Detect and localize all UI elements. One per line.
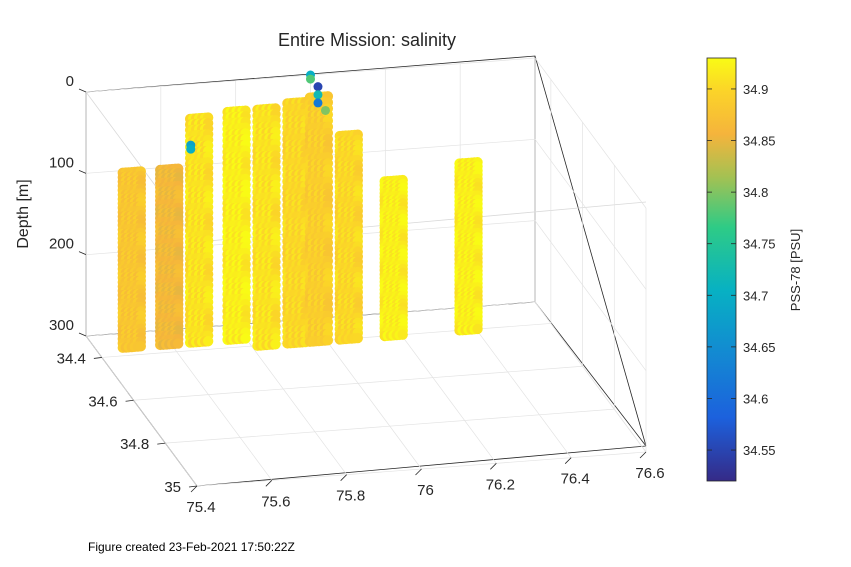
z-tick-mark bbox=[78, 169, 87, 174]
axis-ticks: 75.4 75.6 75.8 76 76.2 76.4 76.6 34.4 34.6 34.8 35… bbox=[49, 73, 665, 516]
x-tick-label: 75.6 bbox=[261, 493, 290, 510]
x-tick-mark bbox=[415, 468, 422, 476]
z-axis-label: Depth [m] bbox=[15, 179, 32, 248]
z-tick-label: 200 bbox=[49, 236, 74, 253]
data-point-highlight bbox=[306, 74, 315, 84]
data-point bbox=[172, 338, 184, 349]
x-tick-mark bbox=[190, 485, 198, 493]
grid-line-y bbox=[133, 365, 583, 401]
x-tick-label: 75.4 bbox=[186, 499, 215, 516]
x-tick-mark bbox=[564, 457, 572, 464]
profile-series-8 bbox=[379, 174, 408, 342]
grid-line-x bbox=[85, 335, 198, 487]
y-tick-label: 35 bbox=[164, 479, 181, 496]
y-tick-mark bbox=[157, 442, 166, 445]
colorbar-gradient bbox=[706, 57, 737, 482]
z-tick-label: 300 bbox=[49, 317, 74, 334]
x-tick-mark bbox=[639, 451, 647, 459]
data-point bbox=[322, 335, 334, 346]
y-tick-label: 34.8 bbox=[120, 436, 149, 453]
colorbar-tick-label: 34.7 bbox=[743, 288, 768, 303]
x-tick-mark bbox=[265, 480, 273, 487]
data-point bbox=[135, 341, 146, 352]
z-tick-mark bbox=[78, 88, 87, 93]
x-tick-mark bbox=[490, 463, 497, 470]
data-point-highlight bbox=[320, 105, 330, 115]
grid-line-z bbox=[85, 57, 647, 209]
data-point-highlight bbox=[313, 82, 323, 92]
y-tick-mark bbox=[93, 357, 102, 359]
y-tick-mark bbox=[188, 485, 198, 488]
z-tick-mark bbox=[78, 251, 87, 256]
colorbar-tick-label: 34.55 bbox=[743, 443, 776, 458]
scatter-points bbox=[117, 70, 483, 353]
profile-series-6 bbox=[304, 91, 334, 347]
profile-series-7 bbox=[334, 129, 363, 345]
grid-line-y bbox=[165, 408, 615, 444]
colorbar-tick-label: 34.85 bbox=[743, 134, 776, 149]
x-tick-label: 76.4 bbox=[561, 471, 590, 488]
highlighted-points bbox=[186, 70, 330, 154]
z-tick-mark bbox=[78, 332, 87, 337]
data-point bbox=[270, 339, 281, 350]
profile-series-3 bbox=[222, 105, 251, 345]
data-point bbox=[240, 333, 251, 344]
colorbar-ticks: 34.55 34.6 34.65 34.7 34.75 34.8 34.85 34.9 bbox=[707, 82, 776, 458]
data-point bbox=[352, 332, 363, 344]
y-tick-mark bbox=[125, 399, 134, 402]
data-point bbox=[397, 329, 408, 340]
profile-series-1 bbox=[155, 163, 184, 351]
colorbar-tick-label: 34.9 bbox=[743, 82, 768, 97]
x-tick-label: 76.2 bbox=[486, 476, 515, 493]
x-tick-mark bbox=[340, 474, 347, 481]
x-tick-label: 76 bbox=[417, 482, 434, 499]
data-point-highlight bbox=[313, 98, 323, 108]
data-point bbox=[202, 336, 214, 347]
profile-series-0 bbox=[117, 166, 146, 353]
profile-series-4 bbox=[252, 103, 281, 351]
colorbar: 34.55 34.6 34.65 34.7 34.75 34.8 34.85 34.9 PSS… bbox=[706, 57, 803, 482]
z-tick-label: 0 bbox=[66, 73, 74, 90]
x-tick-label: 75.8 bbox=[336, 488, 365, 505]
grid-line-x bbox=[235, 324, 347, 475]
profile-series-9 bbox=[454, 157, 483, 336]
profile-series-2 bbox=[184, 112, 214, 348]
colorbar-label: PSS-78 [PSU] bbox=[788, 229, 803, 311]
grid-line-x bbox=[160, 330, 273, 481]
colorbar-tick-label: 34.65 bbox=[743, 340, 776, 355]
colorbar-tick-label: 34.6 bbox=[743, 391, 768, 406]
chart-title: Entire Mission: salinity bbox=[278, 30, 456, 50]
data-point-highlight bbox=[313, 90, 323, 100]
figure-footer: Figure created 23-Feb-2021 17:50:22Z bbox=[88, 540, 295, 554]
y-tick-label: 34.6 bbox=[88, 393, 117, 410]
colorbar-tick-label: 34.75 bbox=[743, 237, 776, 252]
z-tick-label: 100 bbox=[49, 154, 74, 171]
x-tick-label: 76.6 bbox=[635, 465, 664, 482]
colorbar-tick-label: 34.8 bbox=[743, 185, 768, 200]
y-tick-label: 34.4 bbox=[57, 350, 86, 367]
data-point-highlight bbox=[186, 144, 196, 154]
data-point bbox=[472, 323, 483, 335]
